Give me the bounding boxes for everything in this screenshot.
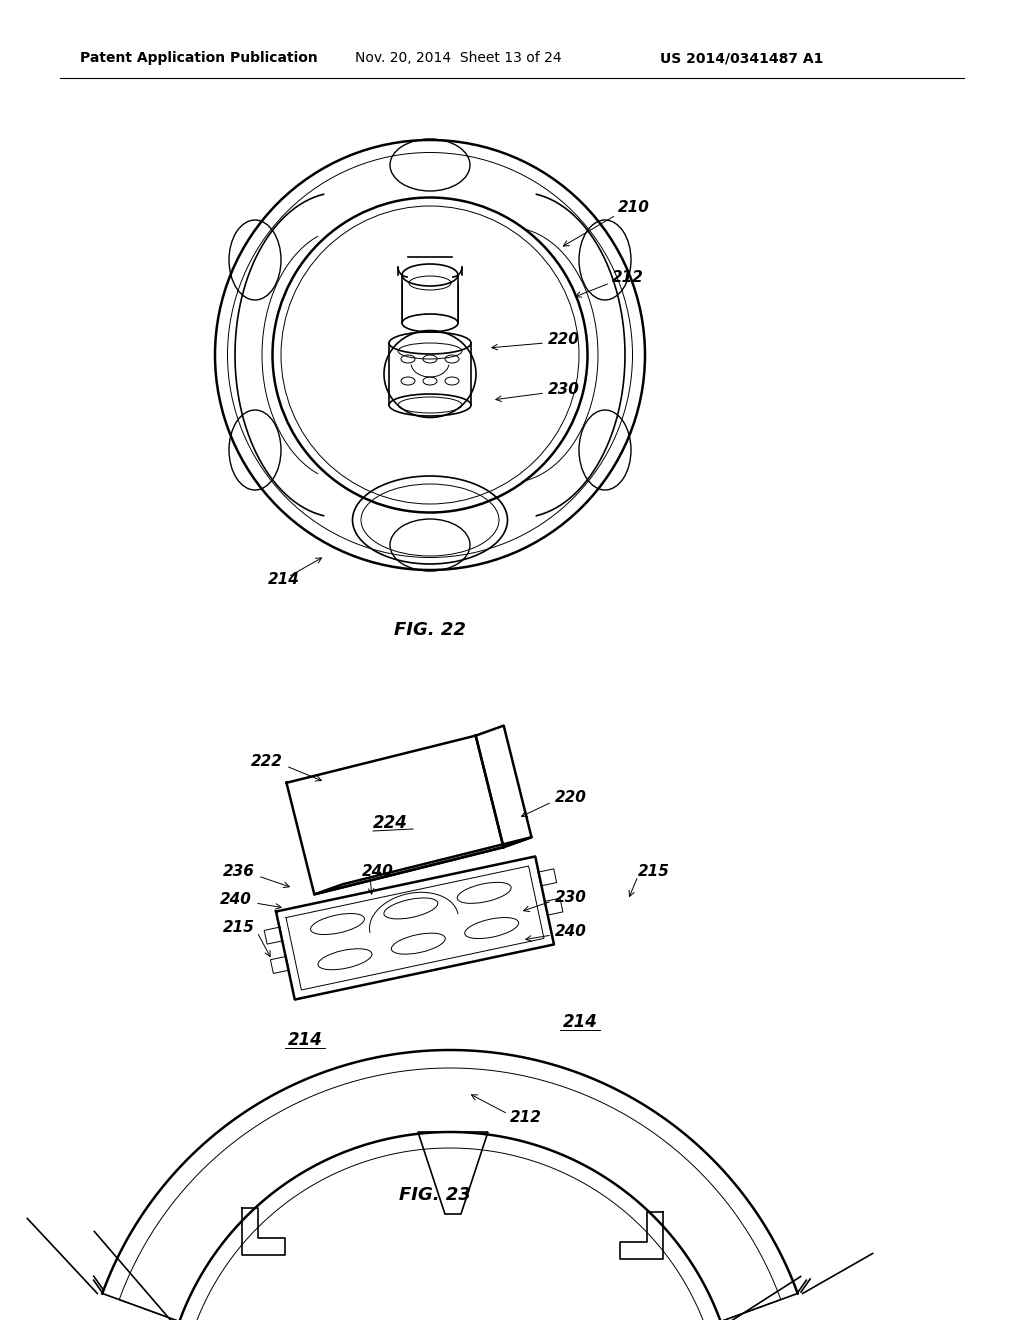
- Text: Nov. 20, 2014  Sheet 13 of 24: Nov. 20, 2014 Sheet 13 of 24: [355, 51, 561, 65]
- Text: 236: 236: [223, 865, 255, 879]
- Text: FIG. 23: FIG. 23: [399, 1185, 471, 1204]
- Text: 230: 230: [548, 383, 580, 397]
- Text: 215: 215: [223, 920, 255, 936]
- Text: 222: 222: [251, 755, 283, 770]
- Text: 215: 215: [638, 865, 670, 879]
- Text: 214: 214: [288, 1031, 323, 1049]
- Text: 240: 240: [362, 865, 394, 879]
- Text: 220: 220: [555, 791, 587, 805]
- Text: 240: 240: [555, 924, 587, 940]
- Text: 212: 212: [510, 1110, 542, 1126]
- Text: 220: 220: [548, 333, 580, 347]
- Text: 240: 240: [220, 892, 252, 908]
- Text: 210: 210: [618, 201, 650, 215]
- Polygon shape: [418, 1133, 488, 1214]
- Text: 224: 224: [373, 814, 408, 832]
- Text: FIG. 22: FIG. 22: [394, 620, 466, 639]
- Text: 230: 230: [555, 891, 587, 906]
- Text: US 2014/0341487 A1: US 2014/0341487 A1: [660, 51, 823, 65]
- Text: Patent Application Publication: Patent Application Publication: [80, 51, 317, 65]
- Text: 212: 212: [612, 271, 644, 285]
- Text: 214: 214: [562, 1012, 597, 1031]
- Text: 214: 214: [268, 573, 300, 587]
